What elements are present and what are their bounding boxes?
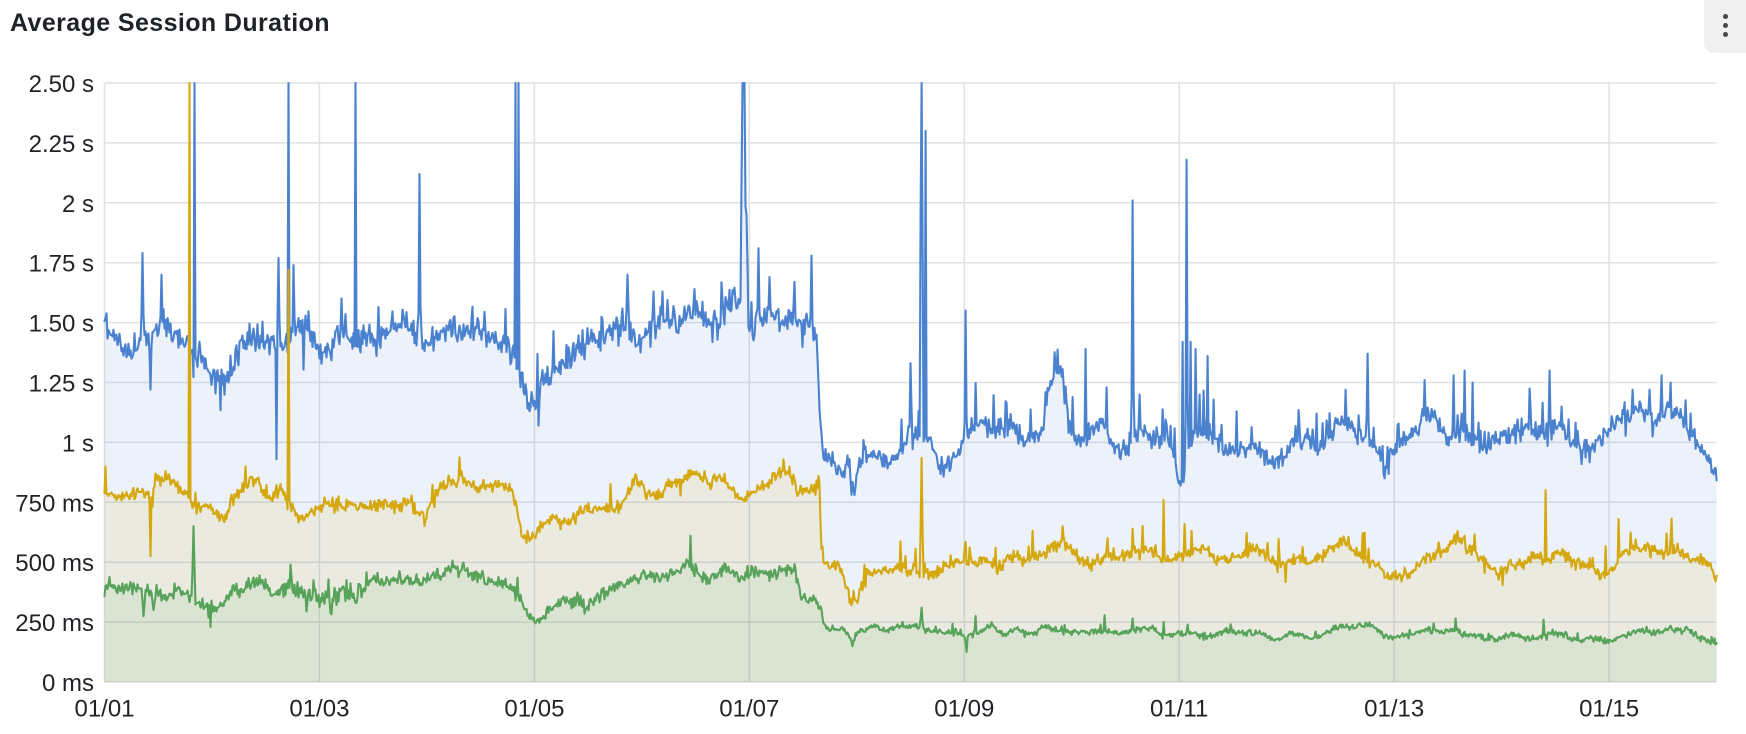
svg-text:2.50 s: 2.50 s [29,71,94,98]
svg-text:1.25 s: 1.25 s [29,371,94,398]
svg-text:250 ms: 250 ms [15,610,94,637]
svg-text:500 ms: 500 ms [15,550,94,577]
svg-text:01/05: 01/05 [504,696,564,723]
svg-text:750 ms: 750 ms [15,490,94,517]
svg-text:0 ms: 0 ms [42,670,94,697]
svg-text:1.50 s: 1.50 s [29,311,94,338]
svg-text:2.25 s: 2.25 s [29,131,94,158]
svg-text:01/13: 01/13 [1364,696,1424,723]
svg-text:01/03: 01/03 [289,696,349,723]
svg-text:2 s: 2 s [62,191,94,218]
svg-text:01/11: 01/11 [1150,696,1208,723]
svg-text:1.75 s: 1.75 s [29,251,94,278]
svg-text:01/15: 01/15 [1579,696,1639,723]
svg-text:01/01: 01/01 [74,696,134,723]
svg-text:01/09: 01/09 [934,696,994,723]
svg-text:01/07: 01/07 [719,696,779,723]
svg-text:1 s: 1 s [62,430,94,457]
